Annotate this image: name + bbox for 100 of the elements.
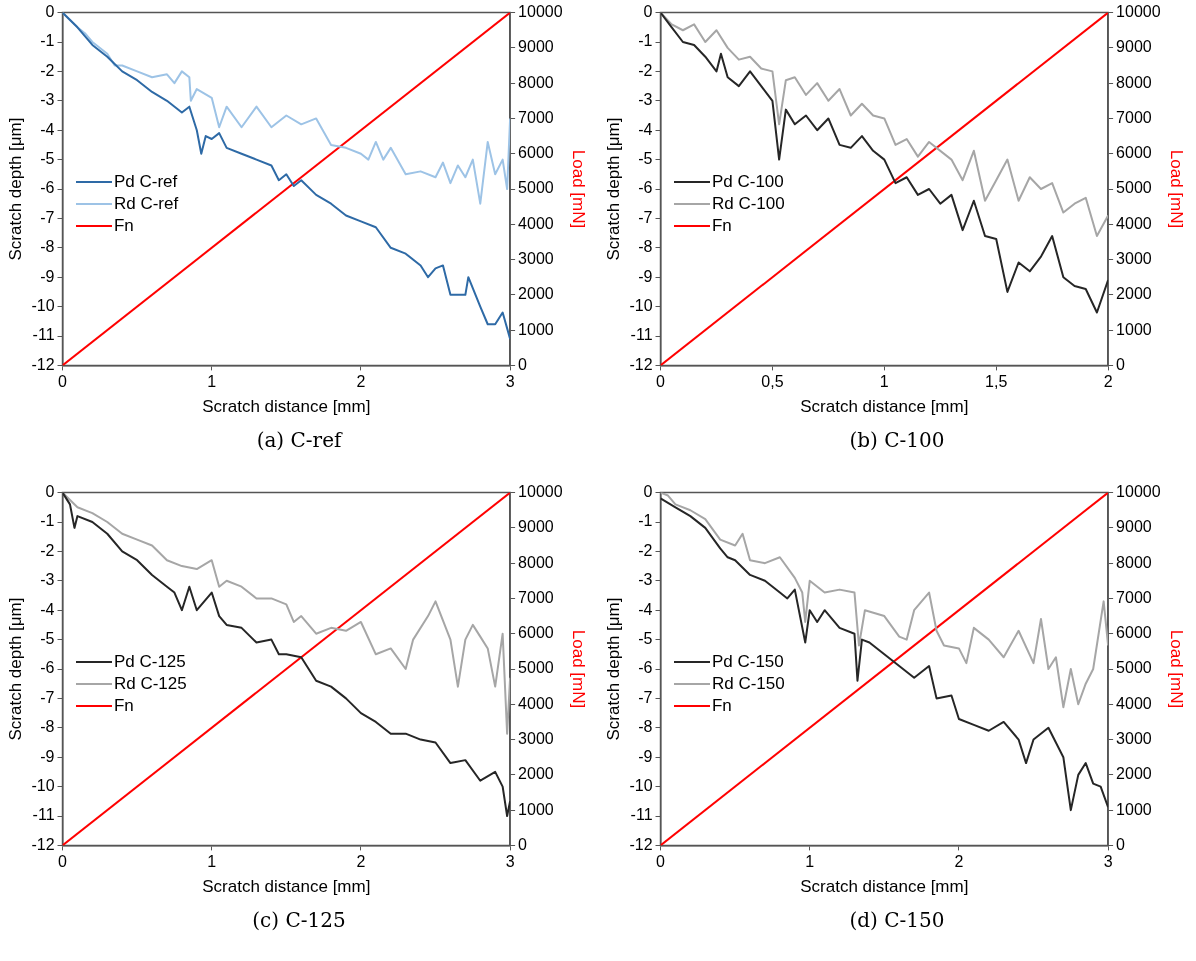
y-tick-label: -6 (638, 659, 653, 677)
y-tick-label: 0 (643, 483, 653, 501)
x-axis-title: Scratch distance [mm] (800, 877, 969, 897)
x-tick-label: 2 (1103, 373, 1113, 391)
y2-tick-label: 4000 (518, 694, 554, 712)
y2-tick-label: 1000 (1116, 800, 1152, 818)
y-tick-label: -7 (40, 688, 55, 706)
x-tick-label: 3 (505, 853, 515, 871)
x-axis-title: Scratch distance [mm] (202, 877, 371, 897)
y-axis-title: Scratch depth [μm] (603, 117, 623, 261)
y2-tick-label: 0 (518, 355, 528, 373)
y2-tick-label: 0 (1116, 355, 1126, 373)
y2-tick-label: 1000 (1116, 320, 1152, 338)
y-tick-label: -7 (638, 688, 653, 706)
x-tick-label: 0 (58, 373, 68, 391)
y2-tick-label: 0 (518, 835, 528, 853)
text: (a) C-ref (255, 428, 344, 452)
x-tick-label: 0 (58, 853, 68, 871)
y2-tick-label: 9000 (518, 518, 554, 536)
y-tick-label: -10 (629, 777, 653, 795)
x-tick-label: 2 (356, 373, 366, 391)
y-tick-label: -2 (40, 541, 55, 559)
y2-tick-label: 6000 (1116, 624, 1152, 642)
y2-tick-label: 3000 (518, 249, 554, 267)
y2-tick-label: 7000 (518, 588, 554, 606)
y-tick-label: -3 (638, 91, 653, 109)
y-axis-title: Scratch depth [μm] (603, 597, 623, 741)
y2-tick-label: 9000 (1116, 518, 1152, 536)
y-tick-label: -4 (40, 120, 55, 138)
legend-label: Fn (711, 215, 732, 238)
legend-label: Fn (113, 215, 134, 238)
y-tick-label: -4 (40, 600, 55, 618)
y-tick-label: -9 (40, 267, 55, 285)
y-tick-label: -7 (638, 208, 653, 226)
y2-tick-label: 6000 (518, 144, 554, 162)
y2-tick-label: 6000 (518, 624, 554, 642)
y-tick-label: -9 (40, 747, 55, 765)
x-tick-label: 0,5 (761, 373, 784, 391)
y2-tick-label: 5000 (518, 659, 554, 677)
y-tick-label: -12 (31, 835, 55, 853)
y-tick-label: -2 (40, 61, 55, 79)
y-tick-label: 0 (45, 3, 55, 21)
y-tick-label: -10 (31, 777, 55, 795)
y2-tick-label: 2000 (1116, 285, 1152, 303)
y2-axis-title: Load [mN] (569, 149, 589, 229)
y-tick-label: -8 (40, 238, 55, 256)
x-tick-label: 1 (805, 853, 815, 871)
y2-tick-label: 2000 (518, 765, 554, 783)
y-tick-label: -8 (638, 238, 653, 256)
y2-tick-label: 1000 (518, 800, 554, 818)
y-tick-label: -4 (638, 600, 653, 618)
y2-tick-label: 4000 (1116, 214, 1152, 232)
x-tick-label: 0 (656, 853, 666, 871)
y-tick-label: -7 (40, 208, 55, 226)
legend-label: Fn (711, 695, 732, 718)
x-tick-label: 1 (207, 853, 217, 871)
y2-tick-label: 7000 (1116, 588, 1152, 606)
y-tick-label: -1 (40, 512, 55, 530)
y2-axis-title: Load [mN] (569, 629, 589, 709)
y2-axis-title: Load [mN] (1167, 629, 1187, 709)
y2-tick-label: 6000 (1116, 144, 1152, 162)
y-tick-label: -10 (31, 297, 55, 315)
legend-label: Rd C-100 (711, 193, 785, 216)
y2-tick-label: 2000 (518, 285, 554, 303)
legend-label: Pd C-150 (711, 651, 784, 674)
y-tick-label: -11 (32, 806, 55, 824)
text: (b) C-100 (848, 428, 946, 452)
x-axis-title: Scratch distance [mm] (202, 397, 371, 417)
y-tick-label: -3 (638, 571, 653, 589)
y-tick-label: -10 (629, 297, 653, 315)
x-tick-label: 3 (1103, 853, 1113, 871)
y-tick-label: 0 (45, 483, 55, 501)
y-tick-label: -11 (32, 326, 55, 344)
y-tick-label: -8 (638, 718, 653, 736)
y2-tick-label: 4000 (1116, 694, 1152, 712)
y-tick-label: -5 (638, 630, 653, 648)
y-tick-label: 0 (643, 3, 653, 21)
x-tick-label: 1 (879, 373, 889, 391)
text: (d) C-150 (848, 908, 946, 932)
y-tick-label: -5 (40, 630, 55, 648)
y2-tick-label: 5000 (1116, 179, 1152, 197)
y2-tick-label: 10000 (1116, 3, 1161, 21)
y-tick-label: -11 (630, 326, 653, 344)
y2-tick-label: 8000 (518, 553, 554, 571)
legend-label: Rd C-150 (711, 673, 785, 696)
y-tick-label: -2 (638, 61, 653, 79)
y2-tick-label: 3000 (1116, 249, 1152, 267)
y2-tick-label: 0 (1116, 835, 1126, 853)
legend-label: Pd C-ref (113, 171, 178, 194)
x-tick-label: 1,5 (985, 373, 1008, 391)
y2-tick-label: 5000 (518, 179, 554, 197)
y-axis-title: Scratch depth [μm] (5, 117, 25, 261)
y-tick-label: -4 (638, 120, 653, 138)
y2-tick-label: 1000 (518, 320, 554, 338)
y2-tick-label: 8000 (1116, 73, 1152, 91)
y2-tick-label: 4000 (518, 214, 554, 232)
y2-axis-title: Load [mN] (1167, 149, 1187, 229)
x-tick-label: 3 (505, 373, 515, 391)
y2-tick-label: 10000 (518, 483, 563, 501)
y-tick-label: -1 (638, 32, 653, 50)
